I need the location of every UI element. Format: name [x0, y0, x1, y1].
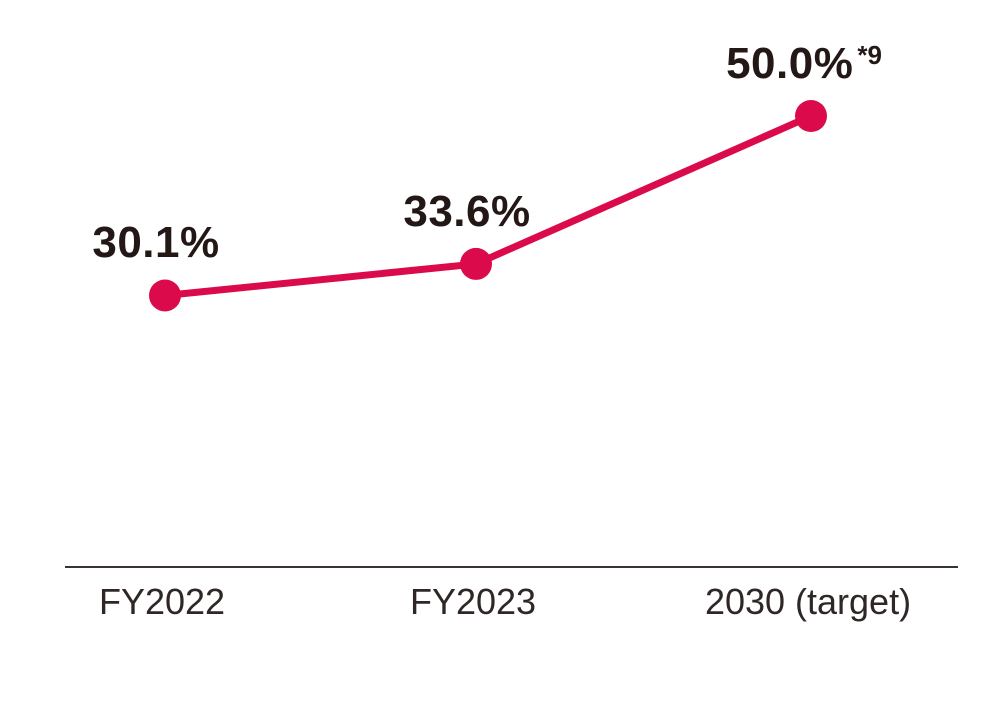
data-label-value: 30.1% [92, 218, 220, 268]
data-label-value: 50.0% [726, 39, 854, 88]
x-tick-fy2023: FY2023 [409, 581, 537, 622]
x-tick-fy2022: FY2022 [98, 581, 226, 622]
data-label-fy2022: 30.1% [92, 221, 223, 265]
data-label-value: 33.6% [403, 186, 531, 236]
data-label-2030-target: 50.0% *9 [726, 42, 882, 86]
data-point-marker [149, 279, 181, 312]
data-label-fy2023: 33.6% [403, 186, 534, 236]
footnote-marker: *9 [857, 40, 882, 70]
x-axis-line [65, 566, 958, 568]
x-tick-2030-target: 2030 (target) [704, 581, 912, 622]
data-point-marker [795, 100, 827, 132]
data-point-marker [460, 247, 492, 280]
